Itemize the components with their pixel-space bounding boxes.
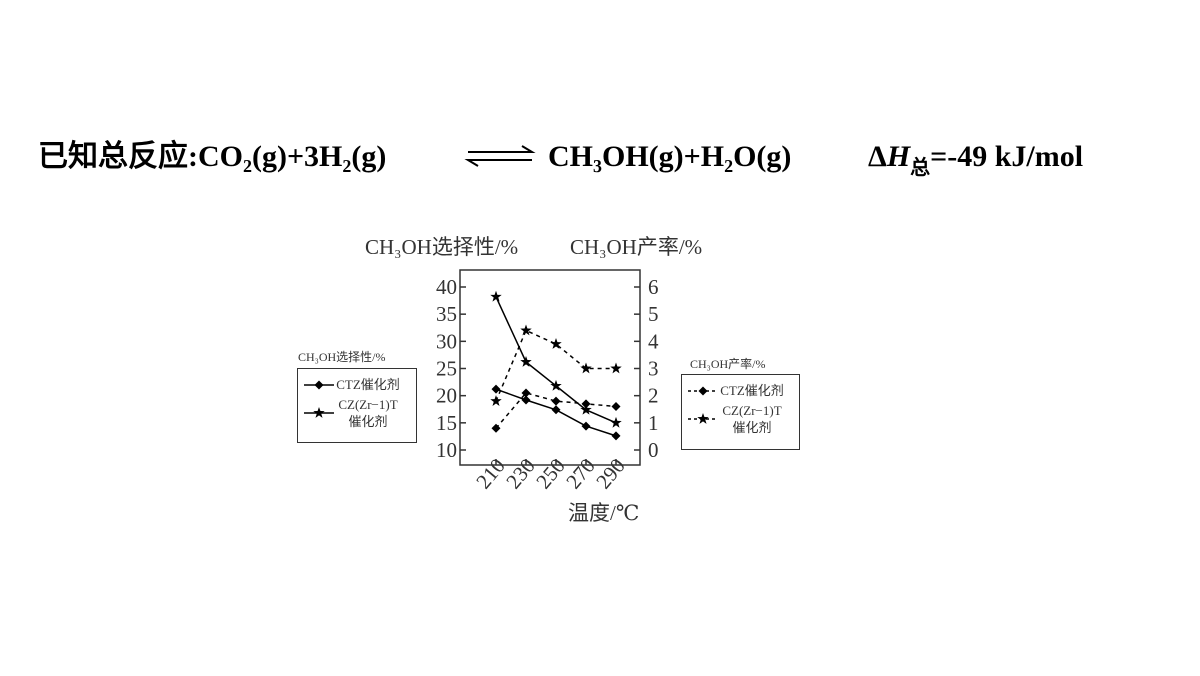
y-axis-title: CH₃OH选择性/% (365, 235, 518, 259)
y2-tick-label: 6 (648, 275, 659, 299)
legend-label: CTZ催化剂 (720, 383, 784, 398)
plot-frame (459, 269, 641, 466)
diamond-marker (581, 399, 591, 409)
h-subscript: 总 (910, 155, 930, 179)
star-marker (520, 324, 532, 336)
star-marker (520, 355, 532, 367)
y-tick-label: 20 (436, 384, 457, 408)
h-symbol: H (886, 140, 912, 173)
star-marker (610, 362, 622, 374)
legend: CTZ催化剂 CZ(Zr−1)T催化剂 (681, 374, 800, 450)
y2-tick-label: 3 (648, 357, 659, 381)
legend-entry: CZ(Zr−1)T催化剂 (686, 402, 795, 436)
diamond-marker (491, 423, 501, 433)
diamond-marker (698, 386, 708, 395)
equation-right: CH₃OH(g)+H₂O(g) (548, 140, 791, 173)
legend-swatch (304, 380, 334, 389)
y2-tick-label: 5 (648, 302, 659, 326)
star-marker (490, 290, 502, 302)
delta: Δ (868, 140, 887, 173)
diamond-marker (581, 421, 591, 431)
legend-title: CH₃OH选择性/% (298, 350, 386, 364)
enthalpy-value: =-49 kJ/mol (930, 140, 1083, 173)
x-axis-title: 温度/℃ (568, 501, 639, 525)
diamond-marker (521, 395, 531, 405)
diamond-marker (551, 396, 561, 406)
y2-axis-title: CH₃OH产率/% (570, 235, 702, 259)
legend-swatch (688, 413, 718, 424)
y-tick-label: 35 (436, 302, 457, 326)
legend-swatch (304, 407, 334, 418)
y-tick-label: 40 (436, 275, 457, 299)
y2-tick-label: 1 (648, 411, 659, 435)
star-marker (580, 362, 592, 374)
star-marker (490, 395, 502, 406)
x-tick-label: 290 (591, 454, 630, 494)
legend-label: CTZ催化剂 (336, 377, 400, 392)
series-line (495, 329, 616, 402)
y2-tick-label: 2 (648, 384, 659, 408)
legend-title: CH₃OH产率/% (690, 357, 766, 371)
y-tick-label: 25 (436, 357, 457, 381)
legend-swatch (688, 386, 718, 395)
legend-entry: CZ(Zr−1)T催化剂 (302, 396, 412, 430)
star-marker (610, 416, 622, 428)
enthalpy: ΔH总=-49 kJ/mol (868, 140, 1083, 179)
diamond-marker (491, 384, 501, 394)
diamond-marker (611, 402, 621, 412)
star-marker (313, 407, 325, 418)
y-tick-label: 30 (436, 329, 457, 353)
diamond-marker (611, 431, 621, 441)
legend-entry: CTZ催化剂 (686, 382, 795, 399)
legend-entry: CTZ催化剂 (302, 376, 412, 393)
equation-left: 已知总反应:CO₂(g)+3H₂(g) (38, 139, 386, 173)
diamond-marker (314, 380, 324, 389)
star-marker (550, 338, 562, 349)
diamond-marker (551, 405, 561, 415)
y2-tick-label: 0 (648, 438, 659, 462)
star-marker (580, 403, 592, 415)
equilibrium-arrow (464, 145, 536, 167)
y-tick-label: 10 (436, 438, 457, 462)
diamond-marker (521, 388, 531, 398)
y-tick-label: 15 (436, 411, 457, 435)
y2-tick-label: 4 (648, 329, 659, 353)
legend: CTZ催化剂 CZ(Zr−1)T催化剂 (297, 368, 417, 443)
star-marker (550, 379, 562, 391)
star-marker (697, 413, 709, 424)
legend-label: CZ(Zr−1)T催化剂 (722, 403, 782, 435)
legend-label: CZ(Zr−1)T催化剂 (338, 397, 398, 429)
